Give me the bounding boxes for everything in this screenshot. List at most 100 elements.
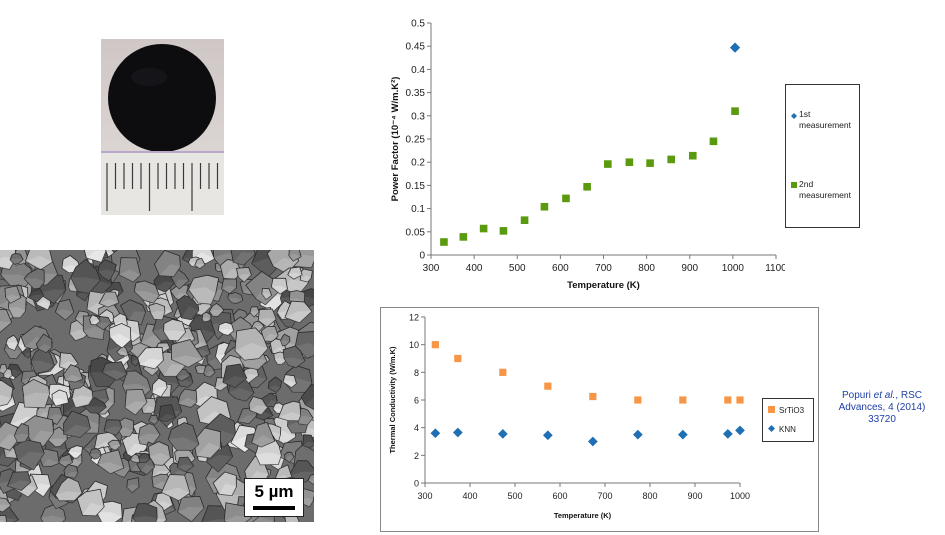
y-tick-label: 6: [414, 396, 419, 406]
scale-bar-box: 5 µm: [244, 478, 304, 517]
x-tick-label: 700: [597, 491, 612, 501]
data-point-knn: [497, 429, 508, 439]
legend-label-1st-line2: measurement: [799, 120, 852, 130]
legend-label-knn: KNN: [779, 425, 796, 434]
legend-marker-2nd: [791, 182, 797, 188]
citation-etal: et al.: [873, 390, 896, 401]
y-tick-label: 8: [414, 368, 419, 378]
data-point-2nd-measurement: [479, 224, 488, 233]
x-tick-label: 1100: [765, 263, 785, 274]
data-point-2nd-measurement: [731, 107, 739, 115]
data-point-2nd-measurement: [520, 216, 529, 224]
data-point-knn: [735, 425, 745, 436]
power-factor-chart: 0 0.05 0.1 0.15 0.2 0.25 0.3 0.35 0.4 0.45 0.5 300 4…: [390, 19, 785, 292]
legend-label-srtio3: SrTiO3: [779, 406, 805, 415]
power-factor-legend: 1st measurement 2nd measurement: [785, 84, 860, 228]
scale-bar-label: 5 µm: [254, 482, 294, 501]
y-tick-label: 0.2: [411, 158, 425, 169]
power-factor-legend-svg: 1st measurement 2nd measurement: [791, 109, 852, 200]
x-axis-label: Temperature (K): [567, 280, 640, 291]
y-tick-label: 0.3: [411, 111, 425, 122]
thermal-conductivity-legend: SrTiO3 KNN: [762, 398, 814, 442]
y-tick-label: 10: [409, 340, 419, 350]
x-tick-label: 500: [509, 263, 526, 274]
citation-journal: , RSC: [895, 390, 923, 401]
x-tick-label: 300: [423, 263, 440, 274]
data-point-srtio3: [454, 354, 462, 363]
y-axis-label: Power Factor (10⁻⁴ W/m.K²): [390, 77, 401, 202]
y-tick-label: 0.25: [406, 135, 426, 146]
y-tick-label: 0.45: [406, 42, 426, 53]
y-axis-label: Thermal Conductivity (W/m.K): [388, 346, 397, 454]
citation: Popuri et al., RSC Advances, 4 (2014) 33…: [822, 390, 942, 426]
thermal-conductivity-panel: [380, 307, 819, 532]
y-tick-label: 0.15: [406, 181, 426, 192]
data-point-srtio3: [736, 396, 744, 404]
data-point-knn: [587, 436, 598, 447]
legend-label-1st-line1: 1st: [799, 109, 811, 119]
data-point-knn: [452, 427, 463, 438]
data-point-srtio3: [634, 396, 642, 404]
legend-marker-srtio3: [768, 406, 775, 413]
sample-disc: [108, 44, 216, 152]
y-tick-label: 0.1: [411, 204, 425, 215]
data-point-2nd-measurement: [625, 158, 634, 166]
data-point-srtio3: [431, 341, 439, 349]
data-point-knn: [677, 429, 688, 440]
y-tick-label: 0: [419, 251, 425, 262]
scale-bar: [253, 506, 295, 510]
citation-author: Popuri: [841, 390, 871, 401]
thermal-conductivity-legend-svg: SrTiO3 KNN: [768, 406, 805, 434]
y-tick-label: 4: [414, 423, 419, 433]
data-point-srtio3: [499, 368, 507, 376]
data-point-srtio3: [679, 396, 687, 404]
sample-disc-image: [101, 44, 224, 215]
data-point-2nd-measurement: [459, 233, 468, 241]
x-tick-label: 900: [687, 491, 702, 501]
x-tick-label: 400: [466, 263, 483, 274]
y-tick-label: 12: [409, 313, 419, 323]
data-point-2nd-measurement: [688, 151, 697, 160]
x-tick-label: 700: [595, 263, 612, 274]
y-tick-label: 0: [414, 479, 419, 489]
x-tick-label: 600: [552, 491, 567, 501]
y-tick-label: 2: [414, 451, 419, 461]
x-tick-label: 300: [417, 491, 432, 501]
x-tick-label: 600: [552, 263, 569, 274]
y-tick-label: 0.35: [406, 88, 426, 99]
x-tick-label: 1000: [722, 263, 745, 274]
data-point-srtio3: [724, 396, 732, 404]
y-tick-label: 0.5: [411, 19, 425, 30]
data-point-2nd-measurement: [440, 238, 448, 246]
data-point-2nd-measurement: [562, 194, 570, 203]
citation-line3: 33720: [868, 414, 896, 425]
x-tick-label: 1000: [730, 491, 750, 501]
x-axis-label: Temperature (K): [554, 511, 612, 520]
x-tick-label: 800: [642, 491, 657, 501]
y-tick-label: 0.05: [406, 227, 426, 238]
data-point-knn: [722, 429, 733, 439]
legend-label-2nd-line1: 2nd: [799, 179, 813, 189]
data-point-2nd-measurement: [583, 182, 591, 191]
legend-marker-1st: [791, 113, 797, 119]
data-point-2nd-measurement: [604, 160, 612, 168]
x-tick-label: 800: [638, 263, 655, 274]
citation-line2: Advances, 4 (2014): [838, 402, 926, 413]
data-point-2nd-measurement: [709, 137, 718, 146]
citation-line1: Popuri et al., RSC: [822, 390, 942, 402]
data-point-knn: [632, 429, 643, 440]
ruler-ticks: [106, 163, 219, 211]
data-point-2nd-measurement: [499, 227, 508, 235]
data-point-srtio3: [544, 382, 552, 390]
data-point-2nd-measurement: [646, 159, 654, 167]
ruler: [101, 151, 224, 215]
legend-marker-knn: [768, 425, 775, 432]
data-point-knn: [430, 428, 441, 439]
data-point-1st-measurement: [729, 42, 741, 53]
thermal-conductivity-chart: 0 2 4 6 8 10 12 300 400 500 600 700 800 900 1000 Temper…: [388, 313, 750, 521]
y-tick-label: 0.4: [411, 65, 425, 76]
sample-disc-photo: [101, 39, 224, 215]
data-point-2nd-measurement: [667, 155, 676, 164]
x-tick-label: 900: [681, 263, 698, 274]
x-tick-label: 500: [507, 491, 522, 501]
